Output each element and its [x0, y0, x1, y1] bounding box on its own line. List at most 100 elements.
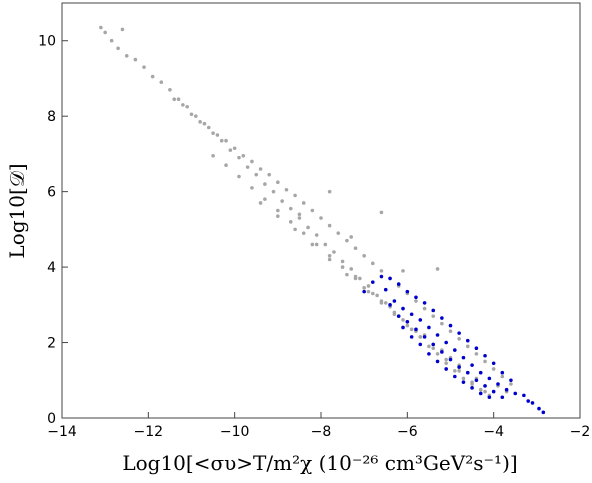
data-point	[474, 352, 479, 356]
data-point	[500, 374, 505, 379]
gray-points-series	[99, 25, 513, 398]
data-point	[448, 323, 453, 328]
data-point	[435, 267, 440, 271]
data-point	[453, 369, 457, 373]
x-tick-label: −14	[47, 424, 77, 440]
data-point	[349, 235, 354, 239]
data-point	[133, 57, 138, 62]
data-point	[513, 391, 518, 396]
data-point	[491, 367, 496, 371]
data-point	[414, 299, 418, 303]
data-point	[319, 216, 323, 220]
x-tick-label: −12	[134, 424, 164, 440]
data-point	[379, 269, 384, 273]
data-point	[409, 327, 414, 332]
data-point	[470, 380, 474, 384]
data-point	[414, 295, 418, 300]
data-point	[465, 338, 470, 343]
y-tick-label: 4	[47, 260, 56, 276]
data-point	[323, 242, 328, 247]
y-axis-title: Log10[𝒟]	[5, 163, 29, 258]
data-point	[491, 389, 496, 394]
data-point	[206, 125, 211, 130]
data-point	[358, 276, 362, 281]
data-point	[444, 340, 448, 345]
data-point	[537, 406, 541, 411]
data-point	[176, 97, 181, 102]
data-point	[297, 216, 302, 220]
data-point	[336, 231, 341, 235]
data-point	[327, 257, 332, 262]
data-point	[371, 280, 375, 284]
data-point	[349, 267, 354, 271]
data-point	[401, 318, 405, 322]
data-point	[245, 165, 250, 169]
data-point	[362, 286, 366, 290]
data-point	[444, 367, 448, 371]
y-tick-label: 10	[38, 34, 56, 50]
data-point	[288, 220, 293, 224]
data-point	[301, 231, 306, 235]
data-point	[345, 238, 349, 243]
data-point	[211, 153, 215, 158]
data-point	[353, 246, 358, 251]
data-point	[301, 201, 306, 205]
data-point	[541, 410, 546, 415]
data-point	[509, 378, 513, 383]
data-point	[306, 225, 310, 230]
data-point	[366, 289, 371, 294]
data-point	[422, 306, 427, 311]
data-point	[181, 103, 185, 107]
data-point	[474, 346, 479, 351]
data-point	[109, 38, 114, 43]
data-point	[465, 370, 470, 375]
data-point	[340, 259, 345, 264]
data-point	[366, 284, 371, 288]
data-point	[237, 174, 241, 179]
data-point	[276, 180, 280, 185]
x-tick-label: −4	[483, 424, 504, 440]
data-point	[431, 346, 436, 351]
data-point	[483, 353, 487, 358]
data-point	[470, 363, 474, 367]
data-point	[427, 352, 431, 356]
data-point	[388, 303, 392, 307]
data-point	[327, 253, 332, 258]
data-point	[254, 172, 259, 177]
data-point	[483, 384, 487, 388]
data-point	[219, 138, 224, 143]
y-tick-label: 2	[47, 336, 56, 352]
data-point	[297, 212, 302, 217]
data-point	[418, 335, 423, 339]
data-point	[453, 348, 457, 352]
data-point	[241, 153, 246, 158]
plot-frame	[61, 2, 581, 419]
data-point	[483, 389, 487, 394]
data-point	[314, 233, 319, 237]
x-tick-label: −6	[397, 424, 418, 440]
data-point	[435, 352, 440, 356]
data-point	[189, 112, 194, 117]
data-point	[327, 223, 332, 228]
data-point	[340, 265, 345, 269]
data-point	[431, 342, 436, 347]
data-point	[379, 274, 384, 279]
data-point	[375, 293, 379, 298]
x-axis-title: Log10[<συ>T/m²χ (10⁻²⁶ cm³GeV²s⁻¹)]	[122, 451, 517, 475]
data-point	[457, 331, 461, 335]
data-point	[427, 325, 431, 330]
data-point	[435, 333, 440, 337]
data-point	[522, 393, 526, 398]
data-point	[198, 120, 202, 124]
data-point	[401, 306, 405, 311]
data-point	[293, 193, 297, 198]
data-point	[263, 182, 267, 186]
axis-ticks: −14 −12 −10 −8 −6 −4 −2 0 2 4 6 8 10	[38, 34, 590, 440]
data-point	[457, 369, 461, 373]
data-point	[487, 376, 492, 381]
data-point	[314, 242, 319, 247]
data-point	[159, 80, 164, 85]
data-point	[276, 214, 280, 218]
data-point	[267, 172, 272, 177]
